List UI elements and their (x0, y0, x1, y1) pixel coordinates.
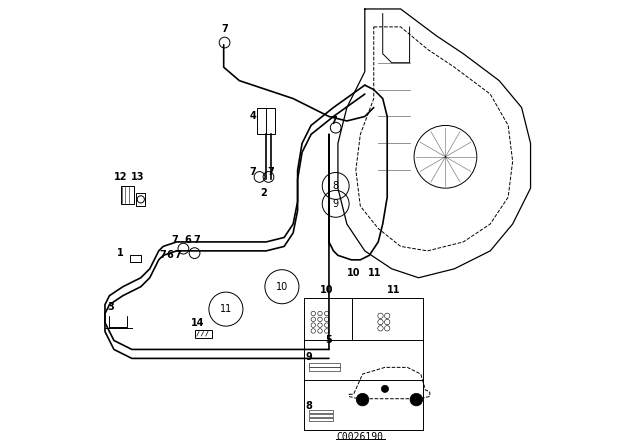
Text: 6: 6 (184, 235, 191, 245)
FancyBboxPatch shape (136, 193, 145, 206)
Text: 4: 4 (250, 112, 256, 121)
Text: 1: 1 (117, 248, 124, 258)
FancyBboxPatch shape (309, 363, 340, 366)
Text: 10: 10 (276, 282, 288, 292)
Text: 7: 7 (159, 250, 166, 260)
Text: C0026190: C0026190 (337, 432, 384, 442)
FancyBboxPatch shape (130, 255, 141, 262)
Circle shape (137, 196, 145, 203)
Circle shape (381, 385, 388, 392)
Text: 8: 8 (305, 401, 312, 411)
Text: 14: 14 (191, 318, 205, 327)
FancyBboxPatch shape (121, 186, 134, 204)
FancyBboxPatch shape (309, 414, 333, 417)
Text: 11: 11 (368, 268, 381, 278)
Text: 7: 7 (250, 168, 256, 177)
Text: 7: 7 (330, 116, 337, 126)
Text: 7: 7 (268, 168, 274, 177)
Text: 3: 3 (108, 302, 114, 312)
FancyBboxPatch shape (309, 410, 333, 413)
FancyBboxPatch shape (195, 330, 212, 338)
FancyBboxPatch shape (309, 418, 333, 421)
Text: 9: 9 (333, 199, 339, 209)
Text: 11: 11 (387, 285, 401, 295)
Text: 6: 6 (166, 250, 173, 260)
Text: 11: 11 (220, 304, 232, 314)
Circle shape (356, 393, 369, 406)
Text: 8: 8 (333, 181, 339, 191)
Circle shape (410, 393, 422, 406)
Text: 5: 5 (326, 336, 332, 345)
Text: 9: 9 (305, 353, 312, 362)
Text: 10: 10 (320, 285, 333, 295)
FancyBboxPatch shape (257, 108, 275, 134)
Text: 13: 13 (131, 172, 144, 182)
Text: 7: 7 (221, 24, 228, 34)
Text: 7: 7 (193, 235, 200, 245)
Text: 10: 10 (347, 268, 360, 278)
FancyBboxPatch shape (309, 367, 340, 370)
Text: 7: 7 (175, 250, 181, 260)
Text: 12: 12 (114, 172, 127, 182)
Text: 2: 2 (260, 188, 268, 198)
Text: 7: 7 (171, 235, 178, 245)
